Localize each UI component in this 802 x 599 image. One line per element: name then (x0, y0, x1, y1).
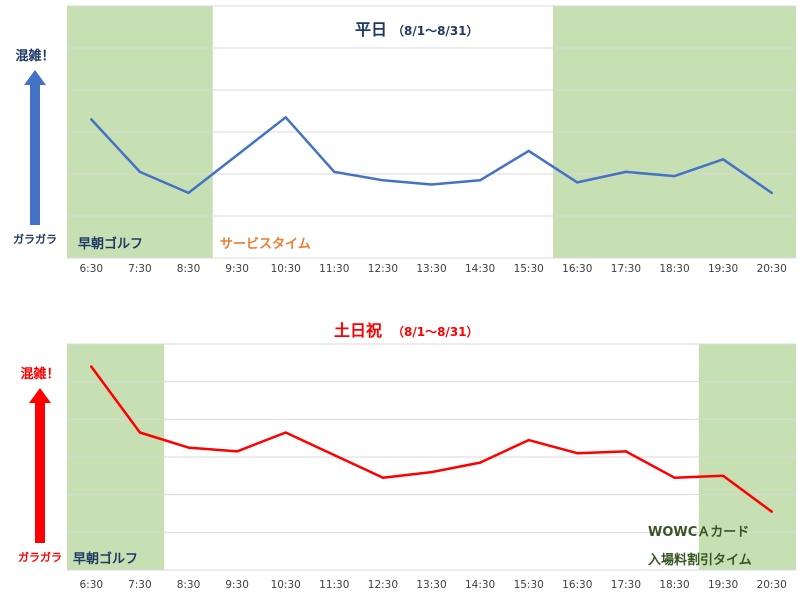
annotation: サービスタイム (220, 236, 311, 252)
x-tick-label: 12:30 (368, 579, 398, 591)
data-point (381, 476, 385, 479)
x-tick-label: 15:30 (514, 579, 544, 591)
x-tick-label: 12:30 (368, 263, 398, 275)
axis-label-empty: ガラガラ (18, 550, 62, 564)
x-tick-label: 8:30 (177, 263, 201, 275)
weekend-chart: 6:30 7:30 8:30 9:30 10:30 11:30 12:30 13:30 14:3… (18, 321, 796, 591)
annotation: 入場料割引タイム (648, 552, 752, 568)
x-tick-label: 19:30 (708, 263, 738, 275)
x-tick-label: 17:30 (611, 579, 641, 591)
data-point (770, 191, 773, 195)
data-point (673, 476, 676, 479)
band-label: 早朝ゴルフ (73, 551, 138, 567)
x-tick-label: 9:30 (225, 263, 249, 275)
data-point (381, 179, 385, 182)
data-point (235, 450, 239, 453)
axis-label-busy: 混雑！ (15, 48, 54, 64)
data-point (284, 431, 287, 434)
data-point (138, 431, 142, 434)
x-tick-label: 6:30 (80, 263, 104, 275)
x-tick-label: 20:30 (757, 579, 787, 591)
data-point (624, 450, 628, 453)
axis-label-empty: ガラガラ (13, 232, 57, 246)
data-point (333, 453, 336, 457)
data-point (430, 183, 433, 186)
data-point (90, 365, 93, 368)
data-point (527, 438, 530, 442)
axis-label-busy: 混雑！ (20, 366, 59, 382)
x-tick-label: 13:30 (416, 579, 446, 591)
annotation: WOWCＡカード (648, 525, 749, 540)
data-point (187, 191, 190, 195)
data-point (576, 181, 579, 184)
x-tick-label: 17:30 (611, 263, 641, 275)
chart-title: 平日 (355, 20, 387, 39)
x-tick-label: 11:30 (319, 579, 349, 591)
x-tick-label: 9:30 (225, 579, 249, 591)
x-tick-label: 16:30 (562, 263, 592, 275)
data-point (333, 170, 336, 174)
congestion-arrow-shaft (30, 84, 40, 225)
x-tick-label: 19:30 (708, 579, 738, 591)
data-point (187, 446, 190, 449)
x-tick-label: 7:30 (128, 263, 152, 275)
data-point (284, 116, 287, 119)
data-point (770, 510, 773, 513)
congestion-arrow-head (29, 388, 51, 403)
chart-subtitle: （8/1～8/31） (392, 23, 479, 38)
congestion-arrow-shaft (35, 402, 45, 543)
x-tick-label: 10:30 (271, 579, 301, 591)
x-tick-label: 15:30 (514, 263, 544, 275)
data-point (478, 179, 482, 182)
data-point (624, 170, 628, 174)
x-tick-label: 16:30 (562, 579, 592, 591)
data-point (527, 149, 530, 153)
x-tick-label: 8:30 (177, 579, 201, 591)
data-point (721, 158, 725, 161)
x-tick-label: 7:30 (128, 579, 152, 591)
data-point (430, 470, 433, 474)
chart-title: 土日祝 (334, 321, 382, 340)
data-point (235, 153, 239, 157)
x-tick-label: 14:30 (465, 579, 495, 591)
data-point (673, 174, 676, 178)
x-tick-label: 13:30 (416, 263, 446, 275)
x-tick-label: 18:30 (659, 263, 689, 275)
chart-subtitle: （8/1～8/31） (392, 324, 479, 339)
series-line (90, 365, 773, 513)
band-label: 早朝ゴルフ (78, 236, 143, 252)
x-tick-label: 11:30 (319, 263, 349, 275)
data-point (721, 474, 725, 478)
data-point (138, 170, 142, 174)
data-point (478, 461, 482, 464)
x-tick-label: 10:30 (271, 263, 301, 275)
weekday-chart: 6:30 7:30 8:30 9:30 10:30 11:30 12:30 13:30 14:3… (13, 5, 796, 275)
data-point (576, 452, 579, 455)
x-tick-label: 6:30 (80, 579, 104, 591)
congestion-arrow-head (24, 70, 46, 85)
data-point (90, 118, 93, 121)
x-tick-label: 20:30 (757, 263, 787, 275)
x-tick-label: 18:30 (659, 579, 689, 591)
x-tick-label: 14:30 (465, 263, 495, 275)
